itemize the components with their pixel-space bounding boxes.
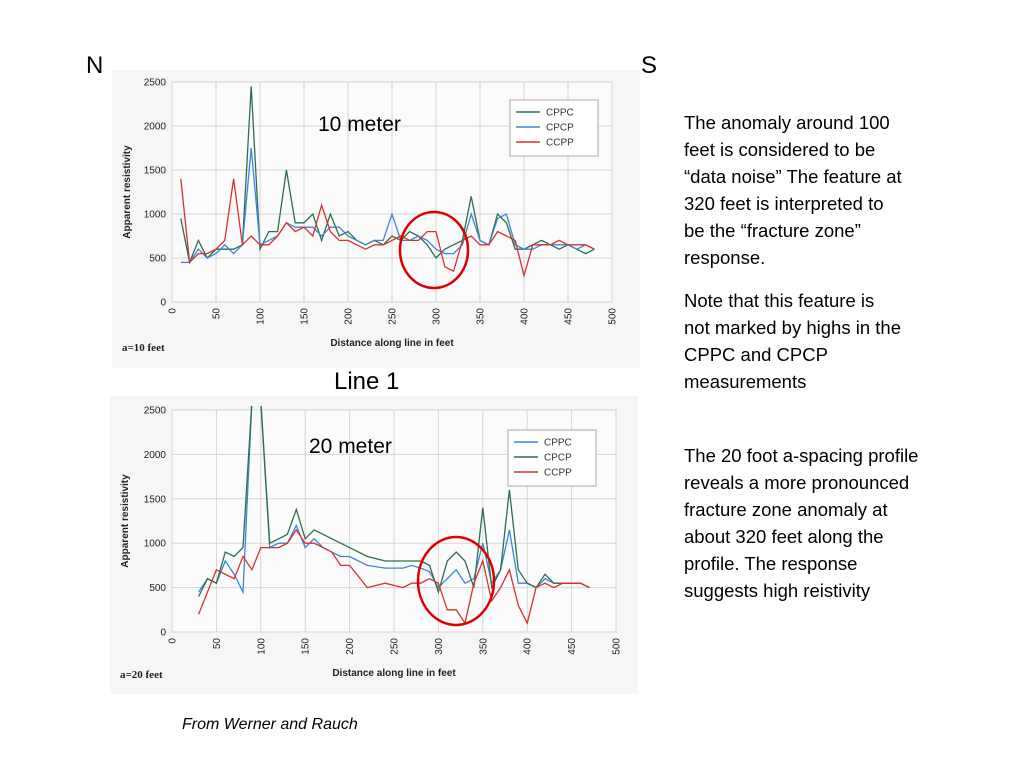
spacing-label: a=10 feet — [122, 342, 165, 354]
y-tick-label: 500 — [149, 254, 166, 265]
resistivity-chart-20m: 0 500 1000 1500 2000 2500 0 50 100 150 200 250 300 35… — [110, 396, 638, 694]
legend-box — [509, 99, 599, 157]
x-tick-label: 200 — [345, 638, 356, 655]
x-tick-label: 400 — [520, 308, 531, 325]
note-line: reveals a more pronounced — [684, 472, 910, 493]
x-tick-label: 250 — [388, 308, 399, 325]
y-tick-label: 0 — [160, 628, 166, 639]
y-tick-label: 2500 — [144, 406, 167, 417]
note-20ft-profile: The 20 foot a-spacing profile reveals a … — [684, 442, 1004, 604]
x-tick-label: 300 — [432, 308, 443, 325]
note-highs: Note that this feature is not marked by … — [684, 287, 984, 395]
x-tick-label: 150 — [300, 308, 311, 325]
note-line: suggests high reistivity — [684, 580, 871, 601]
y-tick-label: 0 — [160, 298, 166, 309]
chart-20m-title: 20 meter — [309, 435, 392, 458]
y-tick-label: 2500 — [144, 78, 167, 89]
resistivity-chart-10m: 0 500 1000 1500 2000 2500 0 50 100 150 200 250 300 35… — [112, 70, 640, 368]
anomaly-circle — [398, 210, 470, 290]
y-tick-label: 1000 — [144, 539, 167, 550]
series-line-cppc — [180, 86, 595, 265]
source-credit: From Werner and Rauch — [182, 716, 358, 733]
x-axis-label: Distance along line in feet — [332, 668, 456, 679]
south-label: S — [641, 52, 658, 79]
y-tick-label: 2000 — [144, 122, 167, 133]
legend-label-cppc: CPPC — [544, 438, 572, 449]
anomaly-circle — [416, 535, 496, 627]
legend-label-ccpp: CCPP — [546, 138, 574, 149]
legend-label-cpcp: CPCP — [546, 123, 574, 134]
x-tick-label: 350 — [476, 308, 487, 325]
note-line: profile. The response — [684, 553, 858, 574]
x-tick-label: 450 — [567, 638, 578, 655]
legend-box — [507, 429, 597, 487]
x-tick-label: 500 — [608, 308, 619, 325]
x-tick-label: 400 — [523, 638, 534, 655]
note-line: The 20 foot a-spacing profile — [684, 445, 919, 466]
y-axis-label: Apparent resistivity — [122, 145, 133, 239]
x-tick-label: 300 — [434, 638, 445, 655]
chart-20m-svg: 0 500 1000 1500 2000 2500 0 50 100 150 200 250 300 35… — [120, 406, 623, 682]
x-tick-label: 50 — [212, 308, 223, 320]
note-line: not marked by highs in the — [684, 317, 901, 338]
north-label: N — [86, 52, 104, 79]
x-tick-label: 350 — [478, 638, 489, 655]
x-tick-label: 100 — [256, 638, 267, 655]
legend-label-cppc: CPPC — [546, 108, 574, 119]
y-tick-label: 1000 — [144, 210, 167, 221]
note-line: “data noise” The feature at — [684, 166, 902, 187]
note-line: 320 feet is interpreted to — [684, 193, 884, 214]
note-line: The anomaly around 100 — [684, 112, 890, 133]
note-line: measurements — [684, 371, 807, 392]
chart-10m-title: 10 meter — [318, 113, 401, 136]
note-line: be the “fracture zone” — [684, 220, 861, 241]
legend-label-ccpp: CCPP — [544, 468, 572, 479]
x-tick-label: 450 — [564, 308, 575, 325]
y-tick-label: 1500 — [144, 494, 167, 505]
legend-label-cpcp: CPCP — [544, 453, 572, 464]
series-line-cpcp — [180, 147, 595, 264]
x-tick-label: 250 — [390, 638, 401, 655]
y-axis-label: Apparent resistivity — [120, 474, 131, 568]
x-axis-label: Distance along line in feet — [330, 338, 454, 349]
note-line: feet is considered to be — [684, 139, 876, 160]
chart-10m-svg: 0 500 1000 1500 2000 2500 0 50 100 150 200 250 300 35… — [122, 78, 619, 355]
spacing-label: a=20 feet — [120, 669, 163, 681]
x-tick-label: 200 — [344, 308, 355, 325]
note-line: fracture zone anomaly at — [684, 499, 888, 520]
series-line-cpcp — [198, 406, 590, 597]
x-tick-label: 100 — [256, 308, 267, 325]
note-line: Note that this feature is — [684, 290, 875, 311]
note-line: about 320 feet along the — [684, 526, 884, 547]
y-tick-label: 500 — [149, 583, 166, 594]
x-tick-label: 50 — [212, 638, 223, 650]
x-tick-label: 0 — [168, 308, 179, 314]
y-tick-label: 1500 — [144, 166, 167, 177]
note-line: response. — [684, 247, 766, 268]
note-anomaly: The anomaly around 100 feet is considere… — [684, 109, 984, 271]
line-label: Line 1 — [334, 368, 400, 395]
series-line-ccpp — [180, 178, 595, 279]
series-line-ccpp — [197, 528, 590, 625]
x-tick-label: 0 — [168, 638, 179, 644]
x-tick-label: 500 — [612, 638, 623, 655]
note-line: CPPC and CPCP — [684, 344, 828, 365]
y-tick-label: 2000 — [144, 450, 167, 461]
x-tick-label: 150 — [301, 638, 312, 655]
